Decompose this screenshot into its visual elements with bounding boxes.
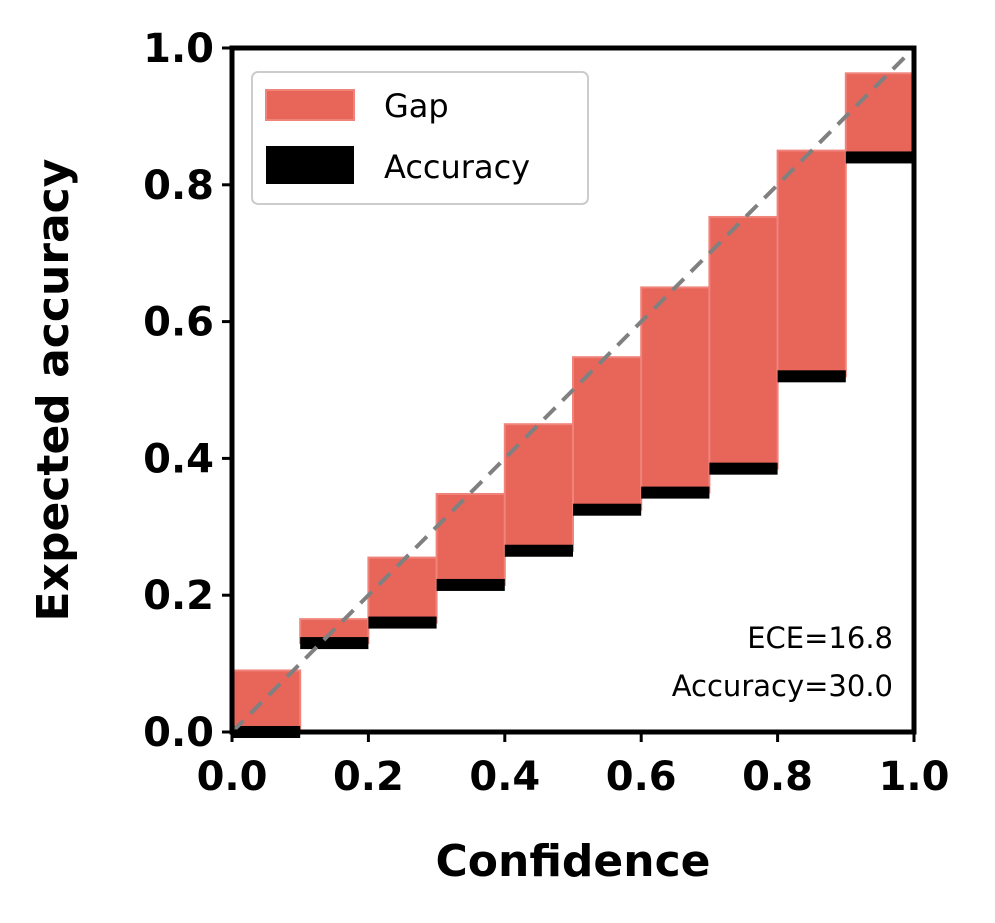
x-tick-label: 0.0 [197, 754, 268, 800]
legend-label-accuracy: Accuracy [384, 148, 530, 186]
accuracy-bar [641, 486, 710, 499]
plot-frame [229, 45, 917, 735]
x-tick-label: 0.2 [333, 754, 404, 800]
gap-bar [367, 556, 438, 624]
accuracy-bar [573, 503, 642, 516]
gap-bar [435, 492, 506, 586]
gap-bar [640, 286, 711, 494]
gap-bar [844, 72, 915, 159]
gap-bar [708, 215, 779, 470]
y-tick-label: 1.0 [143, 26, 214, 72]
x-tick-label: 1.0 [879, 754, 950, 800]
legend-label-gap: Gap [384, 87, 449, 125]
accuracy-bar [845, 151, 914, 164]
ece-annotation: ECE=16.8 [747, 621, 893, 655]
y-tick-label: 0.6 [143, 300, 214, 346]
accuracy-bar [709, 462, 778, 475]
ticks-layer: 0.0 0.2 0.4 0.6 0.8 1.0 0.0 0.2 0.4 0.6 0.8 1.0 [143, 26, 949, 800]
accuracy-annotation: Accuracy=30.0 [672, 669, 893, 703]
gap-bar [503, 423, 574, 552]
perfect-calibration-line [230, 46, 916, 734]
x-axis-label: Confidence [435, 836, 710, 887]
gap-bar [776, 149, 847, 378]
x-tick-label: 0.6 [606, 754, 677, 800]
y-tick-label: 0.4 [143, 436, 214, 482]
diagonal-layer [230, 46, 916, 734]
y-tick-label: 0.8 [143, 163, 214, 209]
legend-swatch-gap [265, 89, 355, 121]
y-tick-label: 0.0 [143, 710, 214, 756]
legend-swatch-accuracy [266, 146, 354, 184]
x-tick-label: 0.8 [742, 754, 813, 800]
accuracy-bar [300, 637, 369, 650]
accuracy-bar [436, 578, 505, 591]
accuracy-bar [504, 544, 573, 557]
accuracy-bar [368, 616, 437, 629]
y-axis-label: Expected accuracy [28, 159, 79, 622]
y-tick-label: 0.2 [143, 573, 214, 619]
gap-bar [572, 356, 643, 511]
legend: Gap Accuracy [251, 71, 589, 205]
accuracy-bar [777, 370, 846, 383]
x-tick-label: 0.4 [469, 754, 540, 800]
